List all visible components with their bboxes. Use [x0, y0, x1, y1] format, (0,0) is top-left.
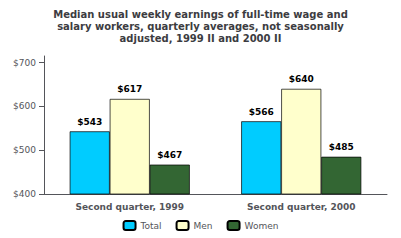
svg-text:adjusted, 1999 II and 2000 II: adjusted, 1999 II and 2000 II: [120, 33, 282, 44]
svg-text:Second quarter, 2000: Second quarter, 2000: [247, 202, 356, 212]
svg-text:$566: $566: [249, 107, 274, 117]
svg-text:Women: Women: [245, 221, 279, 231]
svg-text:$500: $500: [13, 145, 36, 155]
svg-text:$600: $600: [13, 101, 36, 111]
svg-text:Total: Total: [140, 221, 162, 231]
svg-text:$467: $467: [157, 150, 182, 160]
svg-text:$700: $700: [13, 58, 36, 68]
svg-text:$485: $485: [329, 142, 354, 152]
svg-text:Median usual weekly earnings o: Median usual weekly earnings of full-tim…: [53, 9, 348, 20]
svg-text:salary workers, quarterly aver: salary workers, quarterly averages, not …: [57, 21, 344, 32]
svg-text:Second quarter, 1999: Second quarter, 1999: [75, 202, 184, 212]
svg-text:$400: $400: [13, 189, 36, 199]
svg-text:Men: Men: [194, 221, 213, 231]
svg-text:$640: $640: [289, 74, 314, 84]
svg-text:$617: $617: [117, 84, 142, 94]
svg-text:$543: $543: [77, 117, 102, 127]
